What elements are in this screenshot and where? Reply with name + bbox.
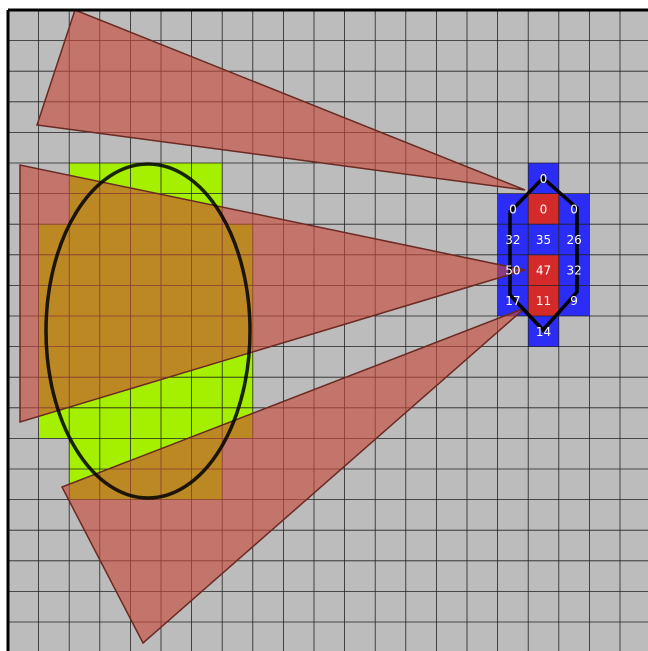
cell-label: 32 <box>505 233 520 247</box>
cell <box>558 224 590 255</box>
cell <box>528 254 559 286</box>
cone <box>60 307 526 645</box>
cell <box>497 224 529 255</box>
cell-label: 9 <box>570 294 578 308</box>
cell-label: 32 <box>566 264 581 278</box>
ellipse <box>44 162 252 500</box>
cell-label: 14 <box>536 325 551 339</box>
cell <box>528 193 559 225</box>
cell-label: 0 <box>540 202 548 216</box>
cell-label: 11 <box>536 294 551 308</box>
cones <box>19 9 526 645</box>
hexagon <box>508 175 579 333</box>
cell-label: 0 <box>509 202 517 216</box>
cell <box>528 285 559 316</box>
cell <box>558 254 590 286</box>
label-group: 0 0 0 0 32 35 26 50 47 32 17 11 9 14 <box>505 172 581 339</box>
cell-label: 0 <box>570 202 578 216</box>
cell-label: 47 <box>536 264 551 278</box>
cell-label: 50 <box>505 264 520 278</box>
cell-label: 26 <box>566 233 581 247</box>
cell-label: 0 <box>540 172 548 186</box>
cell <box>528 224 559 255</box>
cell-group <box>497 163 590 347</box>
cell <box>558 285 590 316</box>
cone <box>19 164 526 424</box>
cone <box>36 9 526 191</box>
cell-label: 35 <box>536 233 551 247</box>
cell-label: 17 <box>505 294 520 308</box>
